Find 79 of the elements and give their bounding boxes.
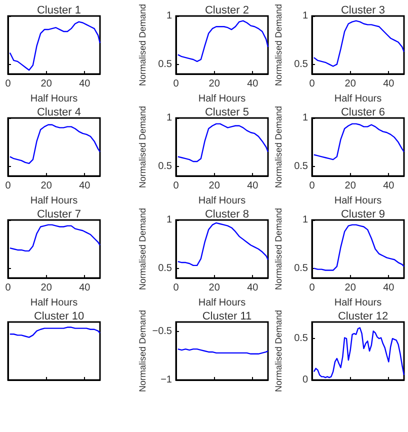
x-tick-label: 20 — [344, 282, 356, 294]
y-tick-label: 0.5 — [294, 333, 308, 344]
y-tick-label: 0.5 — [294, 58, 308, 70]
x-tick-label: 0 — [173, 78, 180, 90]
x-tick-label: 0 — [309, 78, 316, 90]
y-tick-label: 0.5 — [158, 160, 172, 172]
x-tick-label: 0 — [309, 282, 316, 294]
x-tick-label: 0 — [173, 180, 180, 192]
x-tick-label: 40 — [383, 282, 395, 294]
chart-title: Cluster 3 — [340, 4, 386, 16]
line-series — [313, 327, 405, 378]
y-tick-label: 0 — [302, 374, 308, 386]
x-tick-label: 0 — [5, 180, 12, 192]
x-tick-label: 40 — [247, 282, 259, 294]
y-axis-title: Normalised Demand — [138, 310, 148, 392]
chart-title: Cluster 2 — [204, 4, 250, 16]
x-axis-title: Half Hours — [30, 93, 78, 104]
chart-title: Cluster 12 — [338, 310, 388, 322]
x-tick-label: 40 — [79, 282, 91, 294]
chart-title: Cluster 4 — [36, 106, 82, 118]
y-tick-label: 1 — [166, 112, 172, 124]
line-series — [313, 20, 405, 67]
x-tick-label: 0 — [309, 180, 316, 192]
y-tick-label: −1 — [160, 374, 172, 386]
x-axis-title: Half Hours — [334, 93, 382, 104]
y-tick-label: 1 — [302, 112, 308, 124]
x-tick-label: 20 — [40, 282, 52, 294]
y-axis-title: Normalised Demand — [274, 208, 284, 290]
chart-title: Cluster 9 — [340, 208, 386, 220]
x-axis-title: Half Hours — [198, 93, 246, 104]
x-axis-title: Half Hours — [30, 195, 78, 206]
line-series — [177, 222, 269, 266]
line-series — [313, 123, 405, 160]
x-tick-label: 20 — [208, 180, 220, 192]
x-tick-label: 0 — [173, 282, 180, 294]
chart-title: Cluster 11 — [202, 310, 252, 322]
line-series — [177, 20, 269, 62]
line-series — [313, 224, 405, 271]
y-axis-title: Normalised Demand — [274, 106, 284, 188]
x-tick-label: 20 — [208, 282, 220, 294]
y-axis-title: Normalised Demand — [274, 310, 284, 392]
x-tick-label: 20 — [40, 78, 52, 90]
y-tick-label: 0.5 — [294, 160, 308, 172]
y-tick-label: 0.5 — [158, 58, 172, 70]
chart-title: Cluster 1 — [36, 4, 82, 16]
x-tick-label: 40 — [383, 180, 395, 192]
chart-title: Cluster 6 — [340, 106, 386, 118]
x-tick-label: 20 — [344, 78, 356, 90]
x-tick-label: 20 — [208, 78, 220, 90]
x-tick-label: 40 — [79, 78, 91, 90]
chart-title: Cluster 10 — [34, 310, 84, 322]
x-tick-label: 40 — [79, 180, 91, 192]
x-axis-title: Half Hours — [334, 297, 382, 308]
y-axis-title: Normalised Demand — [274, 4, 284, 86]
y-tick-label: 1 — [302, 214, 308, 226]
line-series — [177, 123, 269, 162]
x-tick-label: 20 — [40, 180, 52, 192]
x-tick-label: 20 — [344, 180, 356, 192]
y-tick-label: 1 — [166, 10, 172, 22]
x-tick-label: 40 — [383, 78, 395, 90]
y-axis-title: Normalised Demand — [138, 106, 148, 188]
x-axis-title: Half Hours — [30, 297, 78, 308]
x-axis-title: Half Hours — [198, 195, 246, 206]
x-tick-label: 0 — [5, 78, 12, 90]
y-tick-label: 1 — [166, 214, 172, 226]
chart-title: Cluster 5 — [204, 106, 250, 118]
y-tick-label: 0.5 — [294, 262, 308, 274]
x-axis-title: Half Hours — [198, 297, 246, 308]
y-axis-title: Normalised Demand — [138, 208, 148, 290]
x-tick-label: 0 — [5, 282, 12, 294]
x-tick-label: 40 — [247, 78, 259, 90]
y-tick-label: 1 — [302, 10, 308, 22]
chart-title: Cluster 8 — [204, 208, 250, 220]
y-tick-label: 0.5 — [158, 262, 172, 274]
x-tick-label: 40 — [247, 180, 259, 192]
x-axis-title: Half Hours — [334, 195, 382, 206]
y-axis-title: Normalised Demand — [138, 4, 148, 86]
chart-title: Cluster 7 — [36, 208, 82, 220]
y-tick-label: −0.5 — [152, 326, 172, 338]
